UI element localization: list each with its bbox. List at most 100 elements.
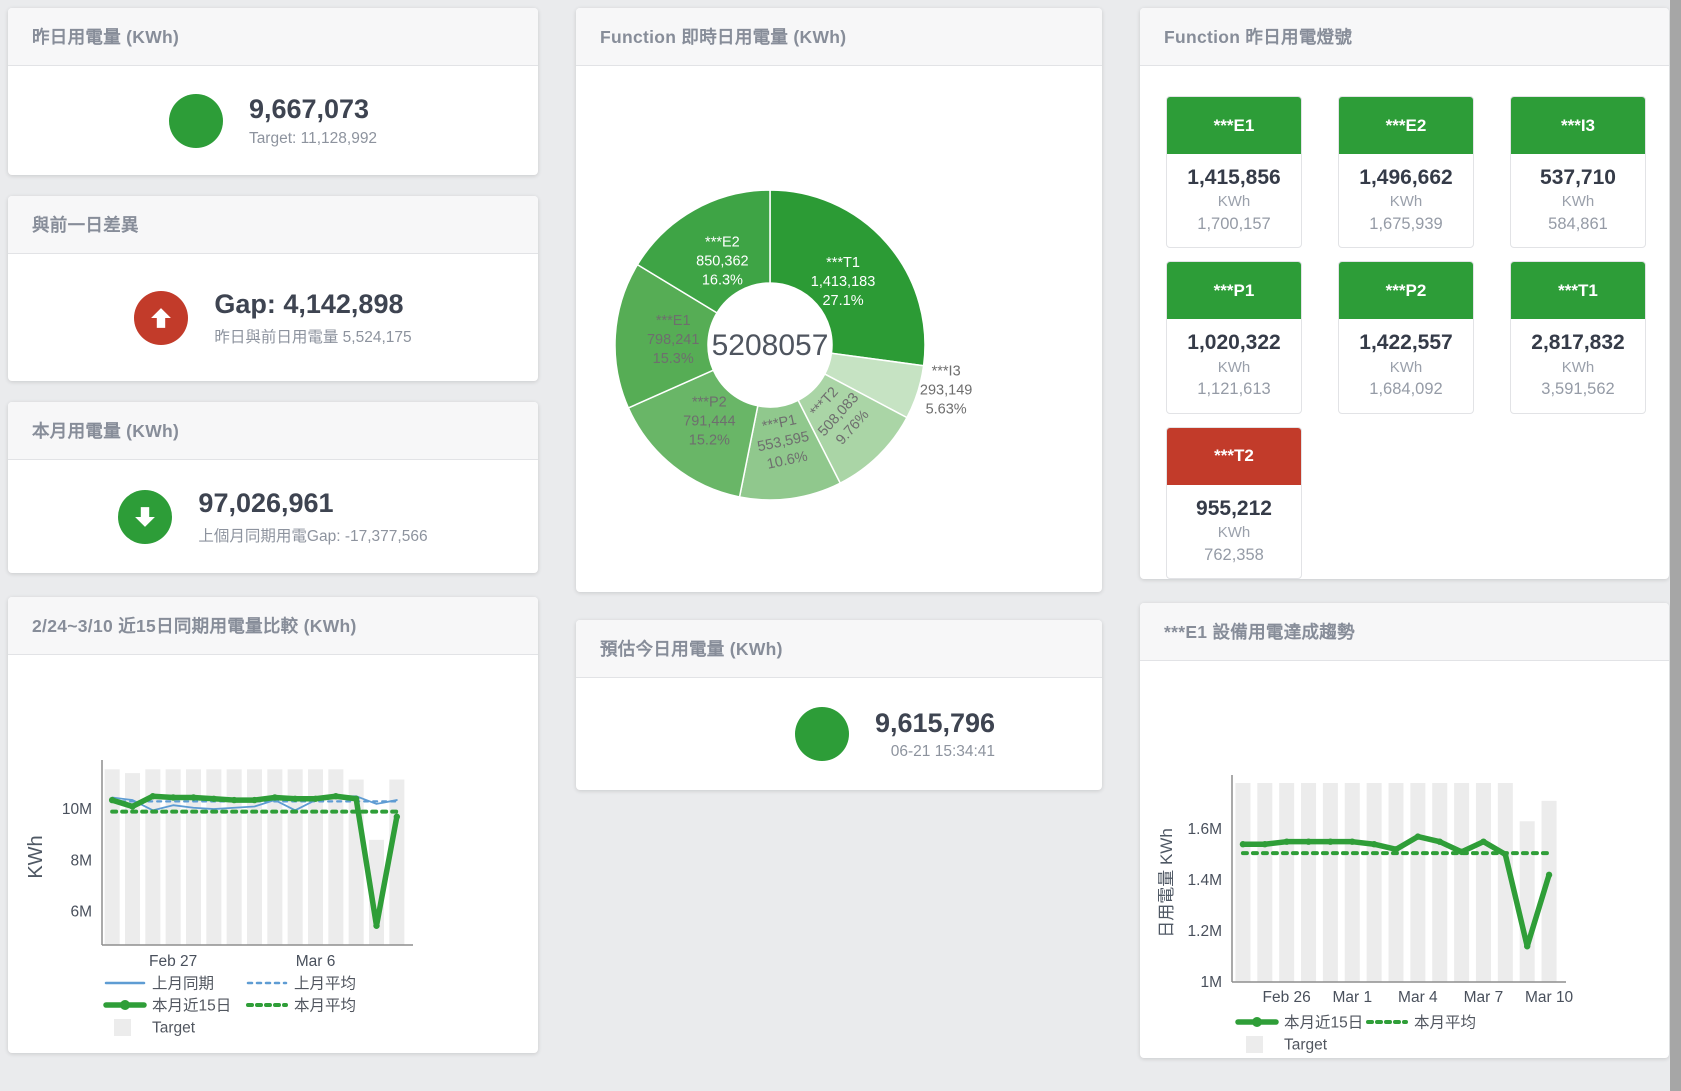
donut-label-text: ***I3 293,149 5.63% bbox=[920, 364, 972, 418]
stat-timestamp: 06-21 15:34:41 bbox=[890, 743, 996, 761]
series-marker bbox=[1239, 841, 1247, 848]
compare-15day-chart-body: 6M 8M 10M Feb 27 Mar 6 KWh 上月同期 上月平均 本月近15日 本月平均 T… bbox=[8, 655, 538, 1053]
target-bar bbox=[226, 769, 242, 945]
series-marker bbox=[1327, 838, 1334, 845]
y-axis-title: 日用電量 KWh bbox=[1157, 828, 1176, 938]
panel-title: Function 即時日用電量 (KWh) bbox=[600, 27, 847, 47]
stat-sub: 上個月同期用電Gap: -17,377,566 bbox=[198, 527, 428, 545]
panel-header: ***E1 設備用電達成趨勢 bbox=[1140, 603, 1669, 661]
target-bar bbox=[1301, 783, 1317, 982]
legend-label: 本月近15日 bbox=[1284, 1014, 1363, 1032]
tile-header: ***E1 bbox=[1167, 97, 1301, 154]
tile-body: 1,020,322 KWh 1,121,613 bbox=[1167, 319, 1301, 412]
x-tick-label: Feb 27 bbox=[149, 953, 197, 970]
tile-unit: KWh bbox=[1561, 358, 1595, 376]
legend-item-Target[interactable]: Target bbox=[1246, 1036, 1328, 1054]
tile-header: ***P2 bbox=[1339, 262, 1473, 320]
light-tile-T1: ***T1 2,817,832 KWh 3,591,562 bbox=[1510, 261, 1646, 414]
light-tile-E1: ***E1 1,415,856 KWh 1,700,157 bbox=[1166, 96, 1302, 249]
series-marker bbox=[1370, 841, 1378, 848]
target-bar bbox=[1475, 783, 1491, 982]
status-circle-icon bbox=[794, 707, 849, 761]
series-marker bbox=[1480, 838, 1487, 845]
legend-label: Target bbox=[1284, 1037, 1328, 1054]
target-bar bbox=[389, 779, 405, 945]
target-bar bbox=[1366, 783, 1382, 982]
target-bar bbox=[1519, 821, 1535, 982]
series-marker bbox=[1392, 846, 1400, 853]
stat-sub: 昨日與前日用電量 5,524,175 bbox=[214, 328, 412, 346]
series-marker bbox=[210, 795, 218, 802]
target-bar bbox=[1388, 783, 1404, 982]
legend-item-本月近15日[interactable]: 本月近15日 bbox=[103, 997, 231, 1015]
donut-slice-label: ***T1 1,413,183 27.1% bbox=[811, 255, 876, 309]
legend-item-Target[interactable]: Target bbox=[114, 1019, 196, 1037]
target-bar bbox=[247, 769, 262, 945]
scrollbar[interactable] bbox=[1670, 0, 1681, 1091]
legend-item-本月平均[interactable]: 本月平均 bbox=[1366, 1014, 1476, 1032]
series-marker bbox=[373, 922, 380, 929]
panel-yesterday-usage: 昨日用電量 (KWh) 9,667,073 Target: 11,128,992 bbox=[8, 8, 538, 175]
panel-title: 預估今日用電量 (KWh) bbox=[600, 639, 783, 659]
series-marker bbox=[312, 795, 319, 802]
status-circle-icon bbox=[168, 93, 223, 148]
series-marker bbox=[1545, 871, 1553, 879]
legend-label: 上月同期 bbox=[152, 975, 214, 993]
tile-unit: KWh bbox=[1389, 193, 1423, 211]
donut-slice-P2[interactable] bbox=[627, 369, 759, 498]
target-bar bbox=[1322, 783, 1338, 982]
tile-header: ***P1 bbox=[1167, 262, 1301, 320]
panel-today-estimate: 預估今日用電量 (KWh) 9,615,796 06-21 15:34:41 bbox=[576, 620, 1102, 790]
stat-target: Target: 11,128,992 bbox=[248, 129, 378, 147]
donut-label-text: ***E2 850,362 16.3% bbox=[696, 234, 748, 288]
arrow-down-icon bbox=[118, 489, 173, 544]
donut-label-text: ***P2 791,444 15.2% bbox=[683, 395, 735, 449]
stat-body: 9,615,796 06-21 15:34:41 bbox=[632, 678, 1158, 790]
panel-header: 與前一日差異 bbox=[8, 196, 538, 254]
light-tile-P1: ***P1 1,020,322 KWh 1,121,613 bbox=[1166, 261, 1302, 414]
tile-unit: KWh bbox=[1217, 358, 1251, 376]
target-bar bbox=[1279, 783, 1295, 982]
arrow-up-icon bbox=[134, 290, 189, 345]
legend-item-上月平均[interactable]: 上月平均 bbox=[246, 975, 356, 993]
tile-value: 955,212 bbox=[1196, 496, 1272, 520]
legend-label: 本月近15日 bbox=[152, 997, 231, 1015]
stat-body: 9,667,073 Target: 11,128,992 bbox=[8, 66, 538, 175]
donut-slice-E1[interactable] bbox=[614, 263, 719, 409]
target-bar bbox=[1497, 783, 1513, 982]
light-tiles-grid: ***E1 1,415,856 KWh 1,700,157 ***E2 1,496,662… bbox=[1140, 66, 1669, 579]
series-marker bbox=[251, 796, 258, 804]
donut-center-total: 5208057 bbox=[712, 329, 829, 362]
panel-gap-prev-day: 與前一日差異 Gap: 4,142,898 昨日與前日用電量 5,524,175 bbox=[8, 196, 538, 381]
tile-label: ***T2 bbox=[1214, 446, 1254, 466]
tile-unit: KWh bbox=[1389, 358, 1423, 376]
series-marker bbox=[332, 793, 340, 800]
panel-e1-trend: ***E1 設備用電達成趨勢 1M 1.2M 1.4M 1.6M Feb 26 Mar 1… bbox=[1140, 603, 1669, 1058]
stat-value: 9,667,073 bbox=[248, 94, 370, 125]
panel-compare-15day: 2/24~3/10 近15日同期用電量比較 (KWh) 6M 8M 10M Feb 2… bbox=[8, 597, 538, 1053]
y-tick-label: 6M bbox=[70, 904, 92, 921]
stat-value: 97,026,961 bbox=[198, 488, 334, 519]
donut-slice-E2[interactable] bbox=[636, 189, 771, 314]
legend-item-本月平均[interactable]: 本月平均 bbox=[246, 997, 356, 1015]
tile-target-value: 3,591,562 bbox=[1541, 380, 1615, 399]
series-marker bbox=[230, 796, 238, 804]
tile-unit: KWh bbox=[1217, 193, 1251, 211]
series-marker bbox=[1458, 848, 1465, 856]
stat-body: 97,026,961 上個月同期用電Gap: -17,377,566 bbox=[8, 460, 538, 573]
legend-item-本月近15日[interactable]: 本月近15日 bbox=[1235, 1014, 1363, 1032]
panel-header: 2/24~3/10 近15日同期用電量比較 (KWh) bbox=[8, 597, 538, 655]
target-bar bbox=[1410, 783, 1426, 982]
series-marker bbox=[169, 794, 177, 801]
tile-value: 537,710 bbox=[1540, 166, 1616, 189]
tile-label: ***I3 bbox=[1560, 115, 1596, 135]
y-tick-label: 1.4M bbox=[1188, 872, 1222, 889]
tile-target-value: 1,675,939 bbox=[1369, 215, 1443, 234]
x-tick-label: Feb 26 bbox=[1263, 989, 1311, 1006]
panel-title: 本月用電量 (KWh) bbox=[32, 421, 180, 441]
panel-title: Function 昨日用電燈號 bbox=[1164, 27, 1353, 47]
series-marker bbox=[108, 796, 116, 804]
donut-slice-T1[interactable] bbox=[769, 189, 926, 367]
legend-item-上月同期[interactable]: 上月同期 bbox=[104, 975, 214, 993]
